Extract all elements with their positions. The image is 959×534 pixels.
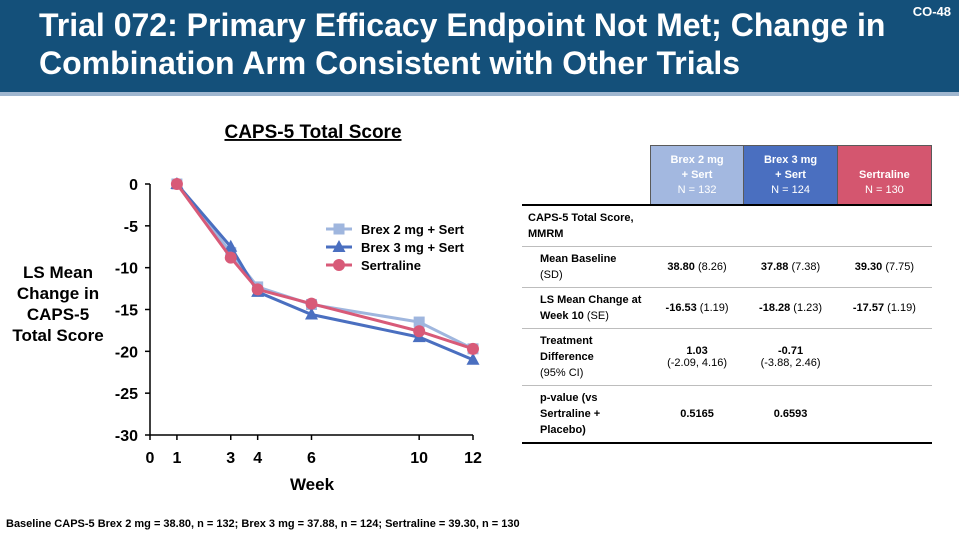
y-axis-title-line: Change in [17,284,99,303]
table-cell: -18.28 (1.23) [743,287,838,329]
footnote: Baseline CAPS-5 Brex 2 mg = 38.80, n = 1… [6,518,520,530]
x-tick-label: 1 [172,450,181,467]
table-section-label: CAPS-5 Total Score, MMRM [522,204,651,247]
table-corner [522,145,651,205]
x-axis-title: Week [290,475,335,494]
y-tick-label: -5 [124,219,138,236]
y-tick-label: -20 [115,344,138,361]
column-n: N = 130 [864,183,904,196]
y-tick-label: -25 [115,386,138,403]
data-point [170,178,183,190]
slide-title: Trial 072: Primary Efficacy Endpoint Not… [39,7,886,81]
series-line [175,183,474,362]
table-cell: 38.80 (8.26) [650,246,744,288]
row-label: LS Mean Change at Week 10 (SE) [522,287,651,329]
table-row: p-value (vs Sertraline + Placebo) 0.5165 0… [522,385,932,444]
table-cell: -0.71 (-3.88, 2.46) [743,328,838,386]
data-point [466,352,480,365]
series-sertraline [170,178,479,355]
chart-legend: Brex 2 mg + Sert Brex 3 mg + Sert Sertrali… [326,222,465,273]
data-point [332,240,346,252]
series-line [175,183,474,351]
data-point [224,251,237,264]
column-header: Sertraline N = 130 [836,145,933,205]
y-axis-title-line: LS Mean [23,263,93,282]
x-tick-label: 0 [146,450,155,467]
column-header-line [840,153,929,168]
y-axis-title-line: Total Score [12,326,103,345]
x-tick-labels: 0 1 3 4 6 10 12 [146,450,482,467]
chart-axes [145,183,474,440]
table-cell: -16.53 (1.19) [650,287,744,329]
y-tick-label: -30 [115,428,138,445]
slide-id: CO-48 [912,4,951,19]
data-point [413,325,426,338]
table-cell: 0.5165 [650,385,744,444]
series-brex-2-mg-sert [171,178,479,355]
column-header: Brex 2 mg + Sert N = 132 [649,145,745,205]
data-point [305,307,318,320]
data-point [305,297,318,310]
table-cell: 1.03 (-2.09, 4.16) [650,328,744,386]
y-tick-label: -15 [115,303,138,320]
y-tick-labels: 0 -5 -10 -15 -20 -25 -30 [115,177,138,445]
legend-item: Brex 3 mg + Sert [326,240,465,255]
data-point [333,259,345,271]
legend-item: Brex 2 mg + Sert [326,222,465,237]
x-tick-label: 3 [226,450,235,467]
y-tick-label: 0 [129,177,138,194]
data-point [251,283,264,296]
row-label: Treatment Difference (95% CI) [522,328,651,386]
legend-label: Sertraline [361,258,421,273]
y-tick-label: -10 [115,261,138,278]
series-line [175,183,474,351]
table-cell: 39.30 (7.75) [837,246,932,288]
table-cell [837,328,932,386]
table-cell [837,385,932,444]
y-axis-title-line: CAPS-5 [27,305,89,324]
data-point [413,316,425,328]
column-header-line: + Sert [681,168,713,181]
data-point [467,342,479,355]
table-cell: 37.88 (7.38) [743,246,838,288]
x-tick-label: 12 [464,450,482,467]
legend-label: Brex 2 mg + Sert [361,222,465,237]
chart-title: CAPS-5 Total Score [224,122,401,143]
data-point [333,223,345,235]
column-header-line: Brex 3 mg [763,153,818,166]
y-axis-title: LS Mean Change in CAPS-5 Total Score [12,263,103,345]
data-point [224,239,238,252]
column-n: N = 132 [677,183,717,196]
x-tick-label: 4 [253,450,262,467]
header-rule [0,92,959,96]
x-tick-label: 6 [307,450,316,467]
x-tick-label: 10 [410,450,428,467]
column-n: N = 124 [771,183,810,196]
table-row: Mean Baseline (SD) 38.80 (8.26) 37.88 (7.38… [522,246,932,288]
column-header-line: Brex 2 mg [670,153,724,166]
chart-series [170,177,480,365]
legend-item: Sertraline [326,258,421,273]
results-table: Brex 2 mg + Sert N = 132 Brex 3 mg + Sert N =… [522,145,933,444]
column-header-line: Sertraline [859,168,910,181]
column-header: Brex 3 mg + Sert N = 124 [743,145,838,205]
table-cell: -17.57 (1.19) [837,287,932,329]
row-label: Mean Baseline (SD) [522,246,651,288]
table-row: LS Mean Change at Week 10 (SE) -16.53 (1.… [522,287,932,329]
row-label: p-value (vs Sertraline + Placebo) [522,385,651,444]
column-header-line: + Sert [775,168,806,181]
table-cell: 0.6593 [743,385,838,444]
legend-label: Brex 3 mg + Sert [361,240,465,255]
table-row: Treatment Difference (95% CI) 1.03 (-2.09, … [522,328,932,386]
line-chart: CAPS-5 Total Score 0 1 3 4 6 10 12 0-5-10-15-2… [12,122,482,494]
slide-header: Trial 072: Primary Efficacy Endpoint Not… [0,0,959,92]
